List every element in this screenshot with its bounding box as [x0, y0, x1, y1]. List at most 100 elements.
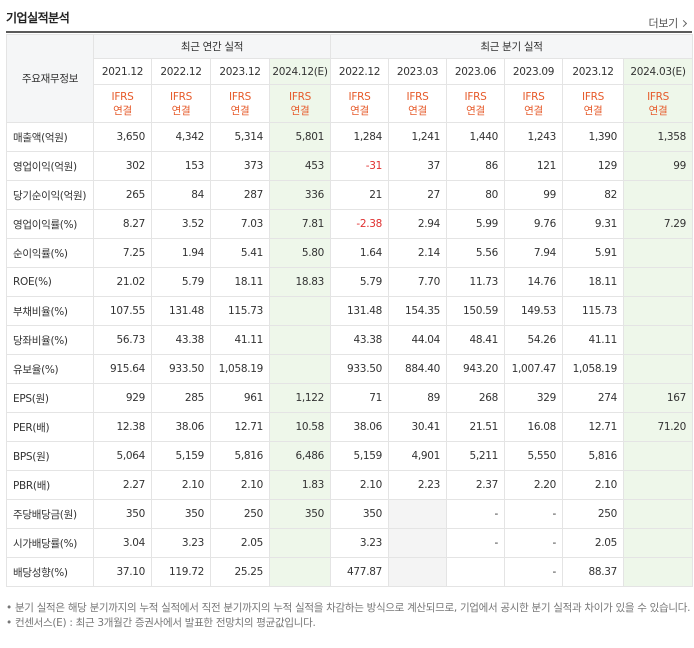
- metric-value: 37: [388, 151, 447, 181]
- table-row: 당기순이익(억원) 265 84 287 336 21 27 80 99 82: [6, 180, 694, 210]
- metric-value: 10.58: [269, 412, 331, 442]
- metric-value: 1,122: [269, 383, 331, 413]
- standard-label: IFRS: [406, 90, 429, 103]
- metric-value: 14.76: [504, 267, 563, 297]
- metric-value: -: [446, 528, 505, 558]
- metric-value: 453: [269, 151, 331, 181]
- basis-label: 연결: [290, 104, 310, 117]
- period-header: 2022.12: [151, 58, 211, 85]
- metric-value: 5,801: [269, 122, 331, 152]
- period-header: 2024.12(E): [269, 58, 331, 85]
- table-row: EPS(원) 929 285 961 1,122 71 89 268 329 274 167: [6, 383, 694, 413]
- metric-value: 9.76: [504, 209, 563, 239]
- metric-value: 86: [446, 151, 505, 181]
- metric-value: 21.02: [93, 267, 152, 297]
- standard-label: IFRS: [582, 90, 604, 103]
- annual-group-header: 최근 연간 실적: [93, 34, 331, 59]
- table-row: 유보율(%) 915.64 933.50 1,058.19 933.50 884.40 94…: [6, 354, 694, 384]
- table-row: ROE(%) 21.02 5.79 18.11 18.83 5.79 7.70 11.73 14…: [6, 267, 694, 297]
- basis-label: 연결: [408, 104, 427, 117]
- metric-value: 48.41: [446, 325, 505, 355]
- metric-value: 3.23: [330, 528, 389, 558]
- table-row: 영업이익률(%) 8.27 3.52 7.03 7.81 -2.38 2.94 5.99 9.7…: [6, 209, 694, 239]
- table-row: PBR(배) 2.27 2.10 2.10 1.83 2.10 2.23 2.37 2.20 2.…: [6, 470, 694, 500]
- footnote: • 컨센서스(E) : 최근 3개월간 증권사에서 발표한 전망치의 평균값입니…: [6, 617, 316, 629]
- metric-value: 5,550: [504, 441, 563, 471]
- metric-value: -: [446, 499, 505, 529]
- metric-value: [622, 267, 694, 297]
- title-divider: [6, 31, 692, 33]
- table-row: 영업이익(억원) 302 153 373 453 -31 37 86 121 129 99: [6, 151, 694, 181]
- accounting-standard: IFRS 연결: [504, 84, 563, 123]
- metric-value: 37.10: [93, 557, 152, 587]
- basis-label: 연결: [466, 104, 485, 117]
- metric-value: 25.25: [210, 557, 270, 587]
- basis-label: 연결: [230, 104, 250, 117]
- metric-value: -: [504, 528, 563, 558]
- section-title: 기업실적분석: [6, 11, 70, 25]
- standard-label: IFRS: [229, 90, 251, 103]
- metric-value: 285: [151, 383, 211, 413]
- metric-value: [269, 528, 331, 558]
- metric-value: 27: [388, 180, 447, 210]
- metric-value: [622, 296, 694, 326]
- table-row: 매출액(억원) 3,650 4,342 5,314 5,801 1,284 1,241 1,4…: [6, 122, 694, 152]
- metric-value: 89: [388, 383, 447, 413]
- metric-label: 영업이익률(%): [6, 209, 94, 239]
- metric-value: 7.81: [269, 209, 331, 239]
- basis-label: 연결: [113, 104, 132, 117]
- metric-value: 5.79: [151, 267, 211, 297]
- accounting-standard: IFRS 연결: [562, 84, 624, 123]
- standard-label: IFRS: [170, 90, 192, 103]
- more-link[interactable]: 더보기: [648, 15, 688, 31]
- metric-value: 3.04: [93, 528, 152, 558]
- metric-value: 2.10: [330, 470, 389, 500]
- accounting-standard: IFRS 연결: [93, 84, 152, 123]
- period-header: 2023.12: [562, 58, 624, 85]
- metric-value: 18.11: [562, 267, 624, 297]
- metric-value: 43.38: [330, 325, 389, 355]
- metric-label: 순이익률(%): [6, 238, 94, 268]
- period-header: 2023.09: [504, 58, 563, 85]
- metric-label: EPS(원): [6, 383, 94, 413]
- more-label: 더보기: [648, 17, 679, 30]
- metric-value: 54.26: [504, 325, 563, 355]
- period-header: 2023.06: [446, 58, 505, 85]
- metric-value: 21.51: [446, 412, 505, 442]
- metric-value: 268: [446, 383, 505, 413]
- standard-label: IFRS: [647, 90, 669, 103]
- metric-value: 929: [93, 383, 152, 413]
- metric-value: 150.59: [446, 296, 505, 326]
- metric-value: 1,440: [446, 122, 505, 152]
- metric-value: 5,816: [210, 441, 270, 471]
- metric-value: [622, 499, 694, 529]
- metric-value: 16.08: [504, 412, 563, 442]
- metric-label: 시가배당률(%): [6, 528, 94, 558]
- period-header: 2022.12: [330, 58, 389, 85]
- metric-value: 88.37: [562, 557, 624, 587]
- basis-label: 연결: [648, 104, 668, 117]
- metric-value: 2.14: [388, 238, 447, 268]
- metric-value: 131.48: [330, 296, 389, 326]
- metric-value: 1,284: [330, 122, 389, 152]
- metric-value: 43.38: [151, 325, 211, 355]
- metric-value: -2.38: [330, 209, 389, 239]
- basis-label: 연결: [171, 104, 191, 117]
- metric-value: 41.11: [210, 325, 270, 355]
- metric-value: 329: [504, 383, 563, 413]
- chevron-right-icon: [679, 19, 688, 28]
- accounting-standard: IFRS 연결: [446, 84, 505, 123]
- metric-value: 44.04: [388, 325, 447, 355]
- metric-value: 71.20: [622, 412, 694, 442]
- metric-value: 2.23: [388, 470, 447, 500]
- footnote: • 분기 실적은 해당 분기까지의 누적 실적에서 직전 분기까지의 누적 실적…: [6, 602, 691, 614]
- metric-value: 153: [151, 151, 211, 181]
- metric-value: 5.79: [330, 267, 389, 297]
- metric-value: 1,241: [388, 122, 447, 152]
- metric-value: 154.35: [388, 296, 447, 326]
- metric-value: 7.70: [388, 267, 447, 297]
- metric-value: 18.83: [269, 267, 331, 297]
- metric-value: 99: [504, 180, 563, 210]
- metric-value: 1,058.19: [210, 354, 270, 384]
